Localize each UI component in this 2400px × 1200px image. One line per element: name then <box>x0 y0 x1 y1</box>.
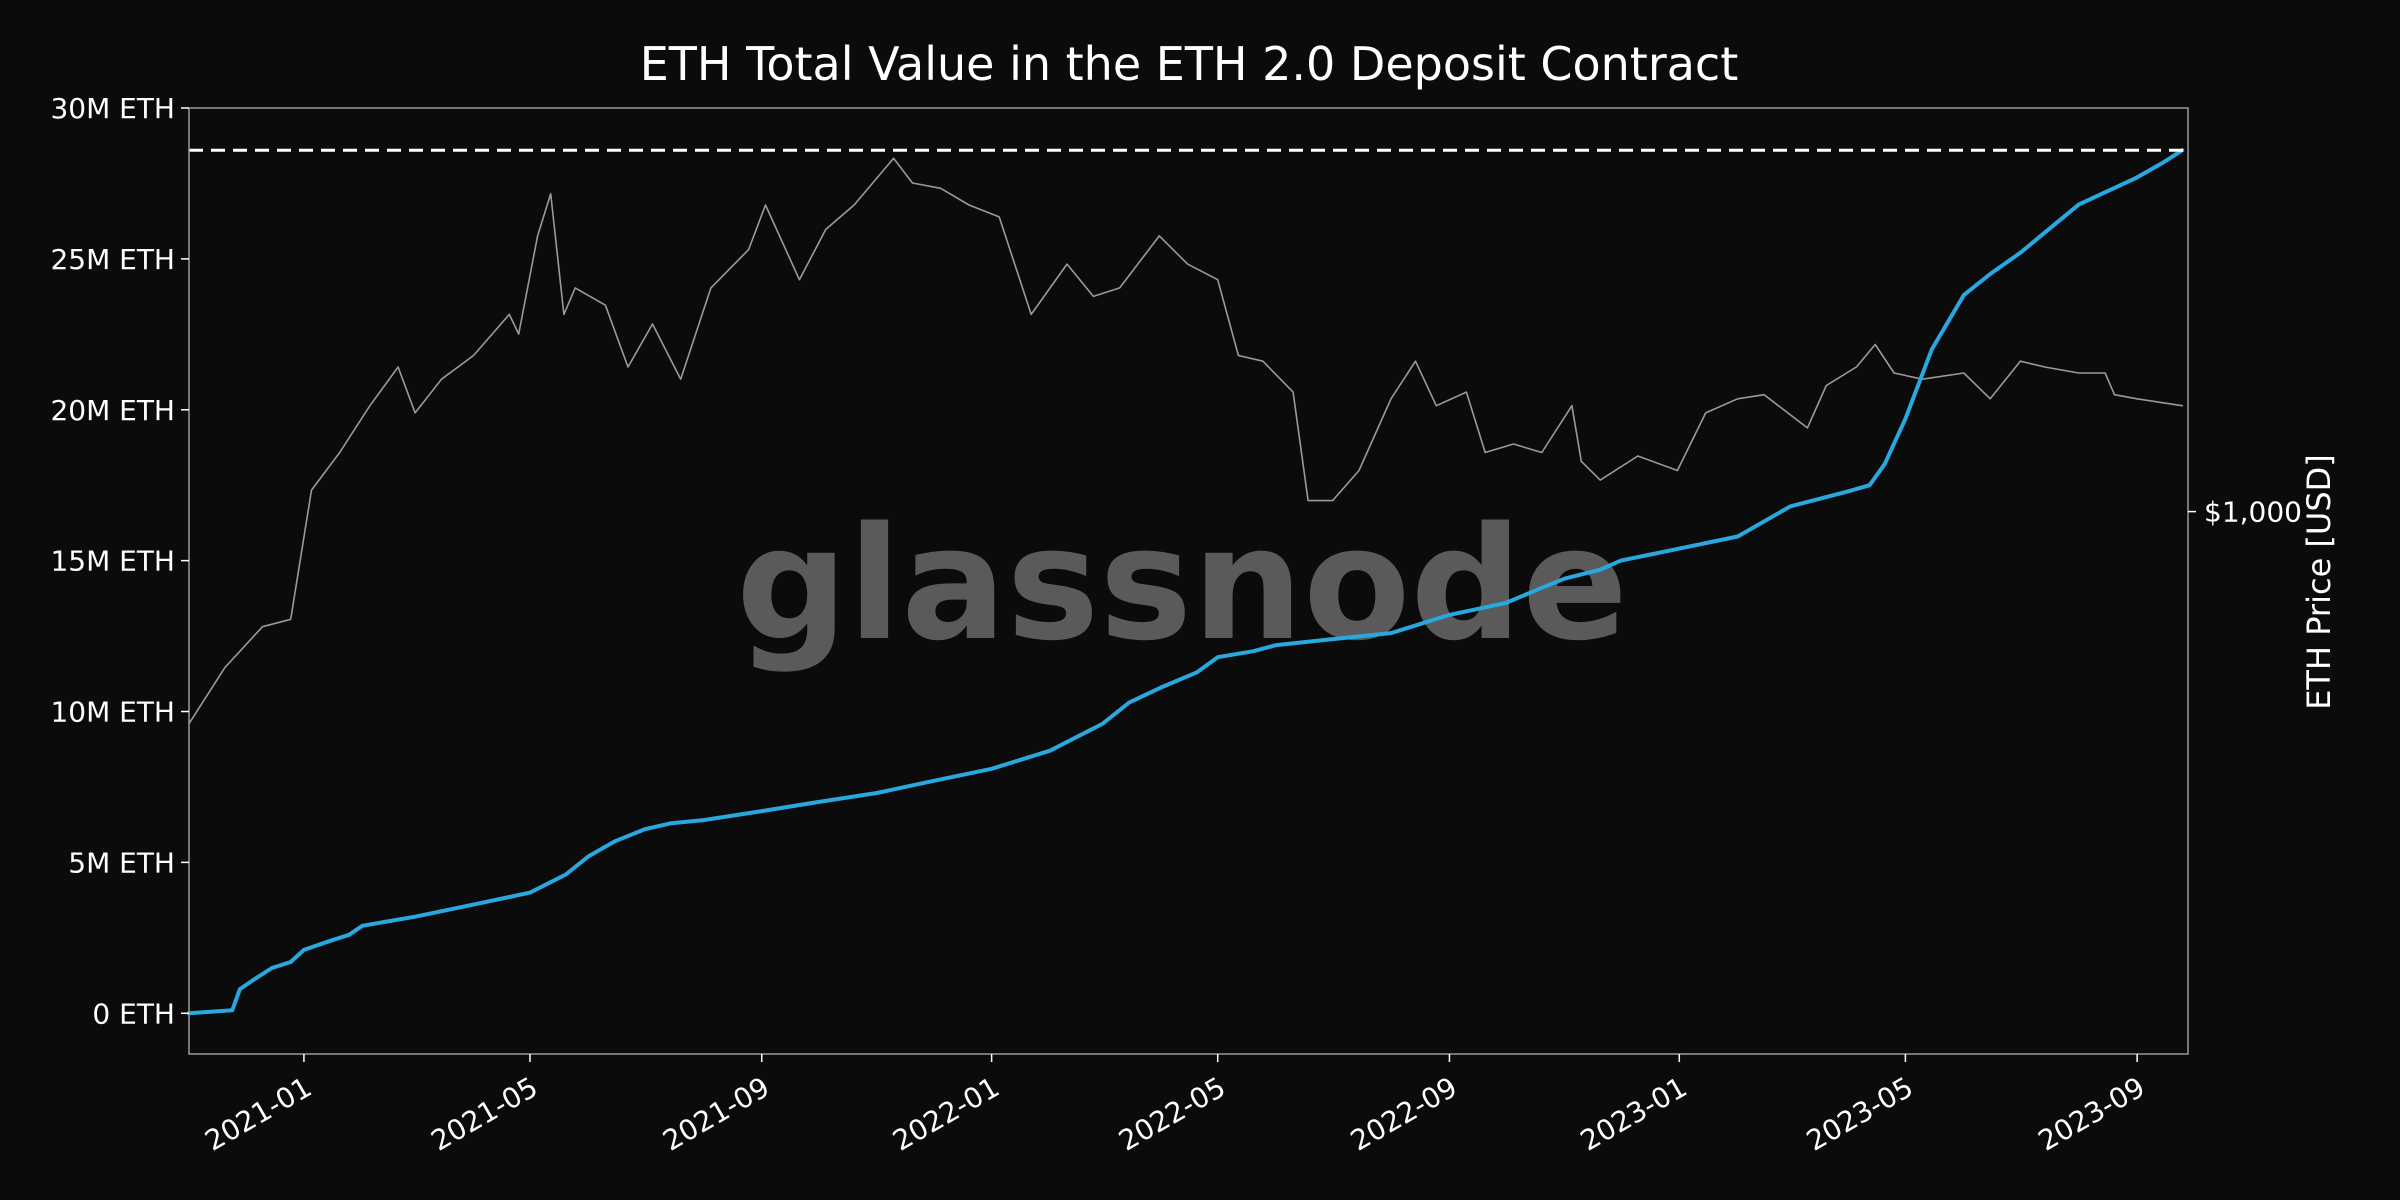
y-tick-label: 20M ETH <box>50 394 175 427</box>
deposit-balance-line <box>187 148 2185 1016</box>
y2-tick-label: $1,000 <box>2204 496 2302 529</box>
y-axis-left: 0 ETH 5M ETH 10M ETH 15M ETH 20M ETH 25M ETH 3… <box>50 92 189 1030</box>
y-tick-label: 15M ETH <box>50 545 175 578</box>
y-tick-label: 30M ETH <box>50 92 175 125</box>
eth-price-line <box>188 157 2184 725</box>
right-axis-label: ETH Price [USD] <box>2300 454 2338 710</box>
y-tick-label: 0 ETH <box>92 997 175 1030</box>
y-tick-label: 5M ETH <box>68 846 175 879</box>
chart-title: ETH Total Value in the ETH 2.0 Deposit C… <box>640 37 1739 91</box>
plot-frame <box>188 107 2189 1055</box>
glassnode-watermark: glassnode <box>736 493 1628 675</box>
y-tick-label: 10M ETH <box>50 696 175 729</box>
y-tick-label: 25M ETH <box>50 243 175 276</box>
y-axis-right: $1,000 <box>2188 496 2302 529</box>
series-layer <box>187 148 2185 1016</box>
